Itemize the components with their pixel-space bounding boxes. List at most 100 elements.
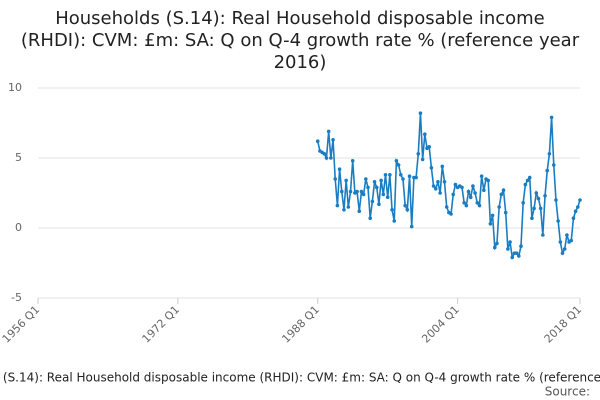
point xyxy=(571,216,576,220)
point xyxy=(377,202,381,206)
x-tick-label: 1988 Q1 xyxy=(279,303,322,346)
point xyxy=(403,203,407,208)
point xyxy=(530,216,534,220)
point xyxy=(401,177,405,181)
x-tick-label: 2018 Q1 xyxy=(542,303,585,346)
point xyxy=(407,174,412,178)
point xyxy=(547,152,552,156)
source: Source: xyxy=(545,385,590,399)
point xyxy=(462,201,466,205)
point xyxy=(449,212,453,216)
point xyxy=(381,192,386,197)
point xyxy=(506,247,510,251)
point xyxy=(508,240,512,244)
point xyxy=(438,191,442,195)
point xyxy=(538,206,543,211)
point xyxy=(390,208,394,212)
point xyxy=(379,178,383,183)
y-tick-label: 10 xyxy=(8,81,22,94)
point xyxy=(468,195,473,199)
point xyxy=(329,156,333,160)
point xyxy=(357,209,362,213)
point xyxy=(527,175,532,180)
legend-label: Households (S.14): Real Household dispos… xyxy=(0,371,600,385)
point xyxy=(433,187,438,191)
point xyxy=(398,173,403,177)
point xyxy=(444,205,449,209)
point xyxy=(348,189,353,194)
point xyxy=(517,254,521,258)
point xyxy=(523,182,528,187)
point xyxy=(482,188,486,192)
x-tick-label: 2004 Q1 xyxy=(419,303,462,346)
point xyxy=(333,177,338,181)
y-tick-label: 5 xyxy=(15,151,22,164)
point xyxy=(519,244,523,248)
point xyxy=(549,115,554,120)
point xyxy=(495,241,499,246)
point xyxy=(427,145,432,149)
point xyxy=(521,201,525,205)
point xyxy=(565,233,569,237)
point xyxy=(569,238,574,243)
point xyxy=(324,156,329,160)
point xyxy=(551,163,556,167)
point xyxy=(372,180,377,184)
point xyxy=(534,191,539,195)
point xyxy=(554,198,558,202)
point xyxy=(370,199,375,204)
point xyxy=(578,198,582,202)
point xyxy=(361,192,366,197)
point xyxy=(315,139,320,143)
point xyxy=(514,251,519,255)
point xyxy=(359,189,364,194)
point xyxy=(497,205,501,209)
point xyxy=(420,157,425,162)
point xyxy=(436,180,440,184)
point xyxy=(396,163,401,167)
point xyxy=(355,189,359,194)
point xyxy=(532,206,536,211)
point xyxy=(414,175,418,180)
point xyxy=(488,222,493,226)
point xyxy=(541,233,545,237)
point xyxy=(322,152,327,156)
point xyxy=(326,129,331,134)
point xyxy=(573,209,578,213)
point xyxy=(374,185,379,190)
point xyxy=(385,195,390,199)
point xyxy=(366,185,370,190)
point xyxy=(490,213,495,218)
point xyxy=(364,177,368,181)
point xyxy=(405,208,410,212)
point xyxy=(342,208,346,212)
point xyxy=(442,180,447,184)
point xyxy=(576,205,580,209)
point xyxy=(471,184,475,188)
point xyxy=(346,205,351,209)
point xyxy=(409,224,414,229)
point xyxy=(556,219,560,223)
point xyxy=(543,194,547,198)
point xyxy=(560,251,565,255)
point xyxy=(486,178,491,183)
point xyxy=(562,247,567,251)
point xyxy=(558,240,563,244)
point xyxy=(440,164,445,169)
y-tick-label: -5 xyxy=(11,291,22,304)
point xyxy=(335,203,340,208)
point xyxy=(545,168,550,173)
point xyxy=(501,188,506,192)
point xyxy=(479,174,484,178)
x-tick-label: 1972 Q1 xyxy=(140,303,183,346)
point xyxy=(416,152,421,156)
point xyxy=(392,219,397,223)
point xyxy=(453,182,458,187)
point xyxy=(499,192,504,197)
point xyxy=(466,189,471,194)
point xyxy=(492,245,497,250)
point xyxy=(383,173,388,177)
point xyxy=(368,216,372,220)
